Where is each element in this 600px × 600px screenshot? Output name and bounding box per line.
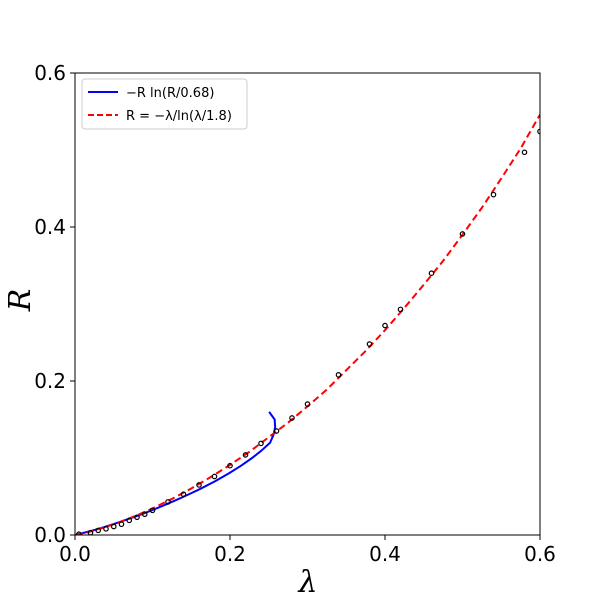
data-point: [397, 306, 404, 313]
y-tick-label: 0.0: [34, 523, 66, 547]
x-tick-label: 0.2: [214, 542, 246, 566]
x-tick-label: 0.6: [524, 542, 556, 566]
data-point: [103, 526, 109, 532]
data-point: [273, 428, 280, 434]
data-point: [126, 517, 133, 524]
data-point: [366, 341, 373, 347]
y-tick-label: 0.2: [34, 369, 66, 393]
data-point: [196, 482, 202, 488]
plot-content: [75, 114, 540, 535]
data-point: [382, 322, 388, 329]
y-tick-label: 0.4: [34, 215, 66, 239]
data-point: [335, 372, 342, 378]
data-point: [304, 401, 311, 407]
data-point: [459, 231, 466, 237]
x-axis-label: λ: [297, 565, 317, 600]
data-point: [141, 511, 148, 518]
data-point: [242, 452, 249, 458]
data-point: [118, 521, 125, 528]
data-point: [95, 527, 102, 534]
y-axis-label: R: [3, 289, 38, 313]
data-point: [134, 514, 140, 521]
x-tick-label: 0.4: [369, 542, 401, 566]
data-point: [289, 415, 295, 421]
legend-box: [81, 78, 248, 130]
plot-frame: [74, 72, 541, 536]
data-point: [110, 523, 117, 530]
fit-curve-red-dashed: [75, 114, 540, 535]
curve-blue: [75, 411, 277, 535]
data-point: [149, 507, 156, 514]
legend-entry-2: R = −λ/ln(λ/1.8): [126, 109, 232, 124]
data-point: [227, 462, 233, 469]
axis-ticks: 0.0 0.2 0.4 0.6 0.0 0.2 0.4 0.6: [34, 61, 556, 566]
legend: −R ln(R/0.68) R = −λ/ln(λ/1.8): [81, 78, 248, 130]
data-point: [490, 191, 497, 198]
data-point: [428, 270, 435, 277]
data-point: [521, 149, 528, 156]
data-point: [211, 473, 218, 480]
x-tick-label: 0.0: [59, 542, 91, 566]
y-tick-label: 0.6: [34, 61, 66, 85]
data-point: [180, 491, 187, 497]
data-point: [165, 499, 171, 505]
legend-entry-1: −R ln(R/0.68): [126, 86, 214, 101]
data-point: [76, 531, 82, 535]
data-point: [258, 440, 264, 447]
